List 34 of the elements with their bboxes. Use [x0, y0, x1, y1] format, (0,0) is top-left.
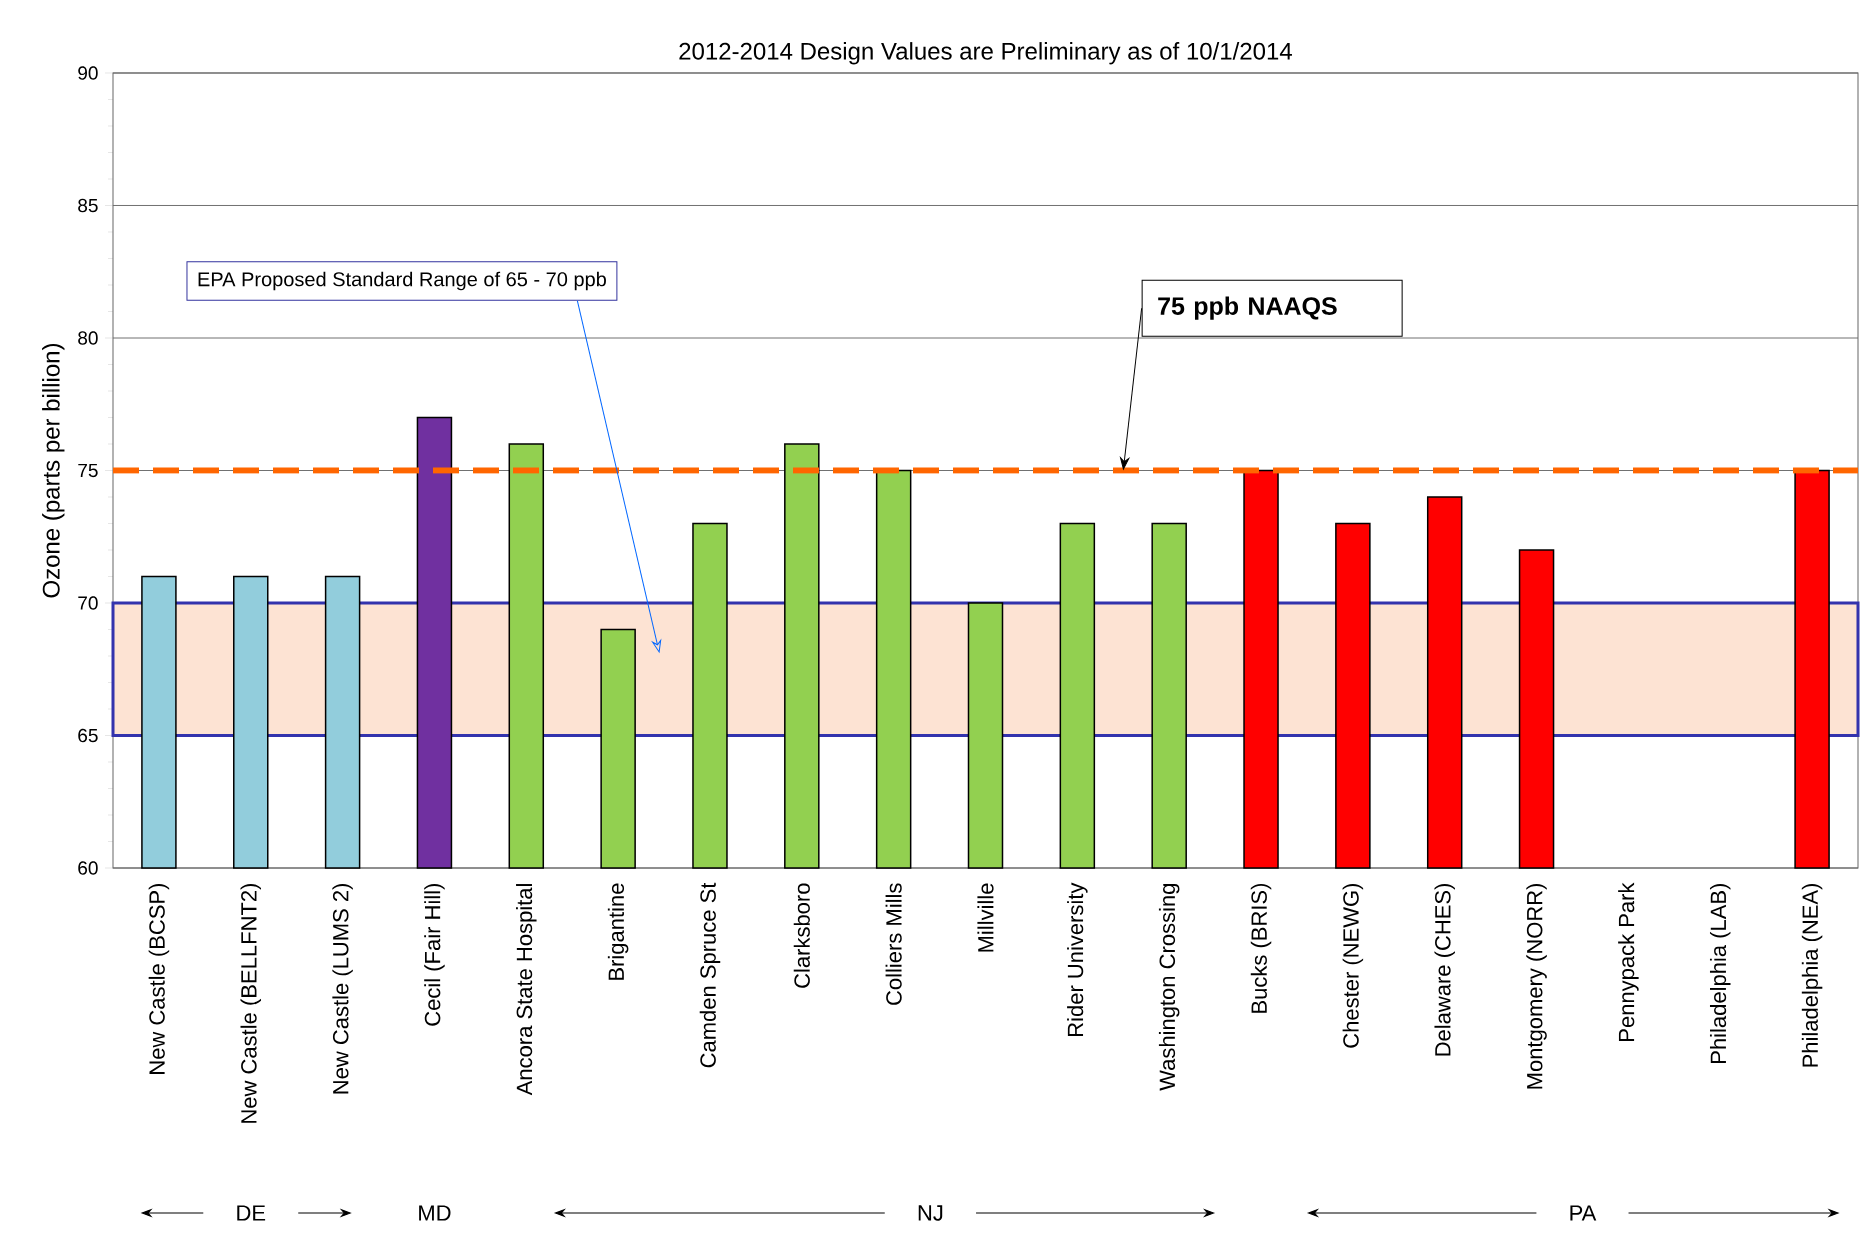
- text: MD: [419, 1205, 451, 1221]
- x-tick-label: Washington Crossing: [1158, 884, 1180, 1091]
- band-label: EPA Proposed Standard Range of 65 - 70 ppb: [198, 271, 606, 291]
- x-tick-label: Chester (NEWG): [1342, 883, 1364, 1048]
- ref-line-label: 75 ppb NAAQS: [1158, 296, 1337, 320]
- y-tick-label: 60: [78, 861, 98, 875]
- x-tick-label: Philadelphia (NEA): [1801, 883, 1823, 1067]
- y-tick-label: 80: [78, 331, 98, 345]
- x-tick-label: Philadelphia (LAB): [1709, 883, 1731, 1063]
- y-tick-label: 85: [78, 198, 98, 213]
- x-tick-label: New Castle (BCSP): [148, 883, 170, 1074]
- y-axis-title: Ozone (parts per billion): [42, 343, 65, 598]
- x-tick-label: Pennypack Park: [1618, 882, 1639, 1041]
- y-tick-label: 65: [78, 728, 98, 743]
- y-tick-label: 90: [78, 66, 98, 80]
- x-tick-label: Brigantine: [607, 883, 629, 980]
- x-tick-label: Camden Spruce St: [699, 882, 721, 1068]
- x-tick-label: New Castle (LUMS 2): [332, 883, 353, 1094]
- y-tick-label: 75: [78, 463, 98, 478]
- x-tick-label: Colliers Mills: [885, 883, 902, 1005]
- x-tick-label: Rider University: [1067, 882, 1088, 1036]
- x-tick-label: New Castle (BELLFNT2): [240, 883, 262, 1123]
- text: PA: [1570, 1205, 1597, 1221]
- x-tick-label: Delaware (CHES): [1434, 883, 1455, 1056]
- chart-title: 2012-2014 Design Values are Preliminary as of 10/1/2014: [679, 42, 1292, 65]
- x-tick-label: Millville: [977, 883, 994, 952]
- y-tick-label: 70: [78, 596, 98, 610]
- x-tick-label: Montgomery (NORR): [1526, 883, 1547, 1089]
- x-tick-label: Cecil (Fair Hill): [424, 883, 445, 1026]
- text: NJ: [918, 1205, 943, 1221]
- x-tick-label: Clarksboro: [793, 883, 810, 988]
- text: DE: [237, 1205, 266, 1221]
- x-tick-label: Bucks (BRIS): [1250, 883, 1272, 1013]
- x-tick-label: Ancora State Hospital: [516, 884, 537, 1096]
